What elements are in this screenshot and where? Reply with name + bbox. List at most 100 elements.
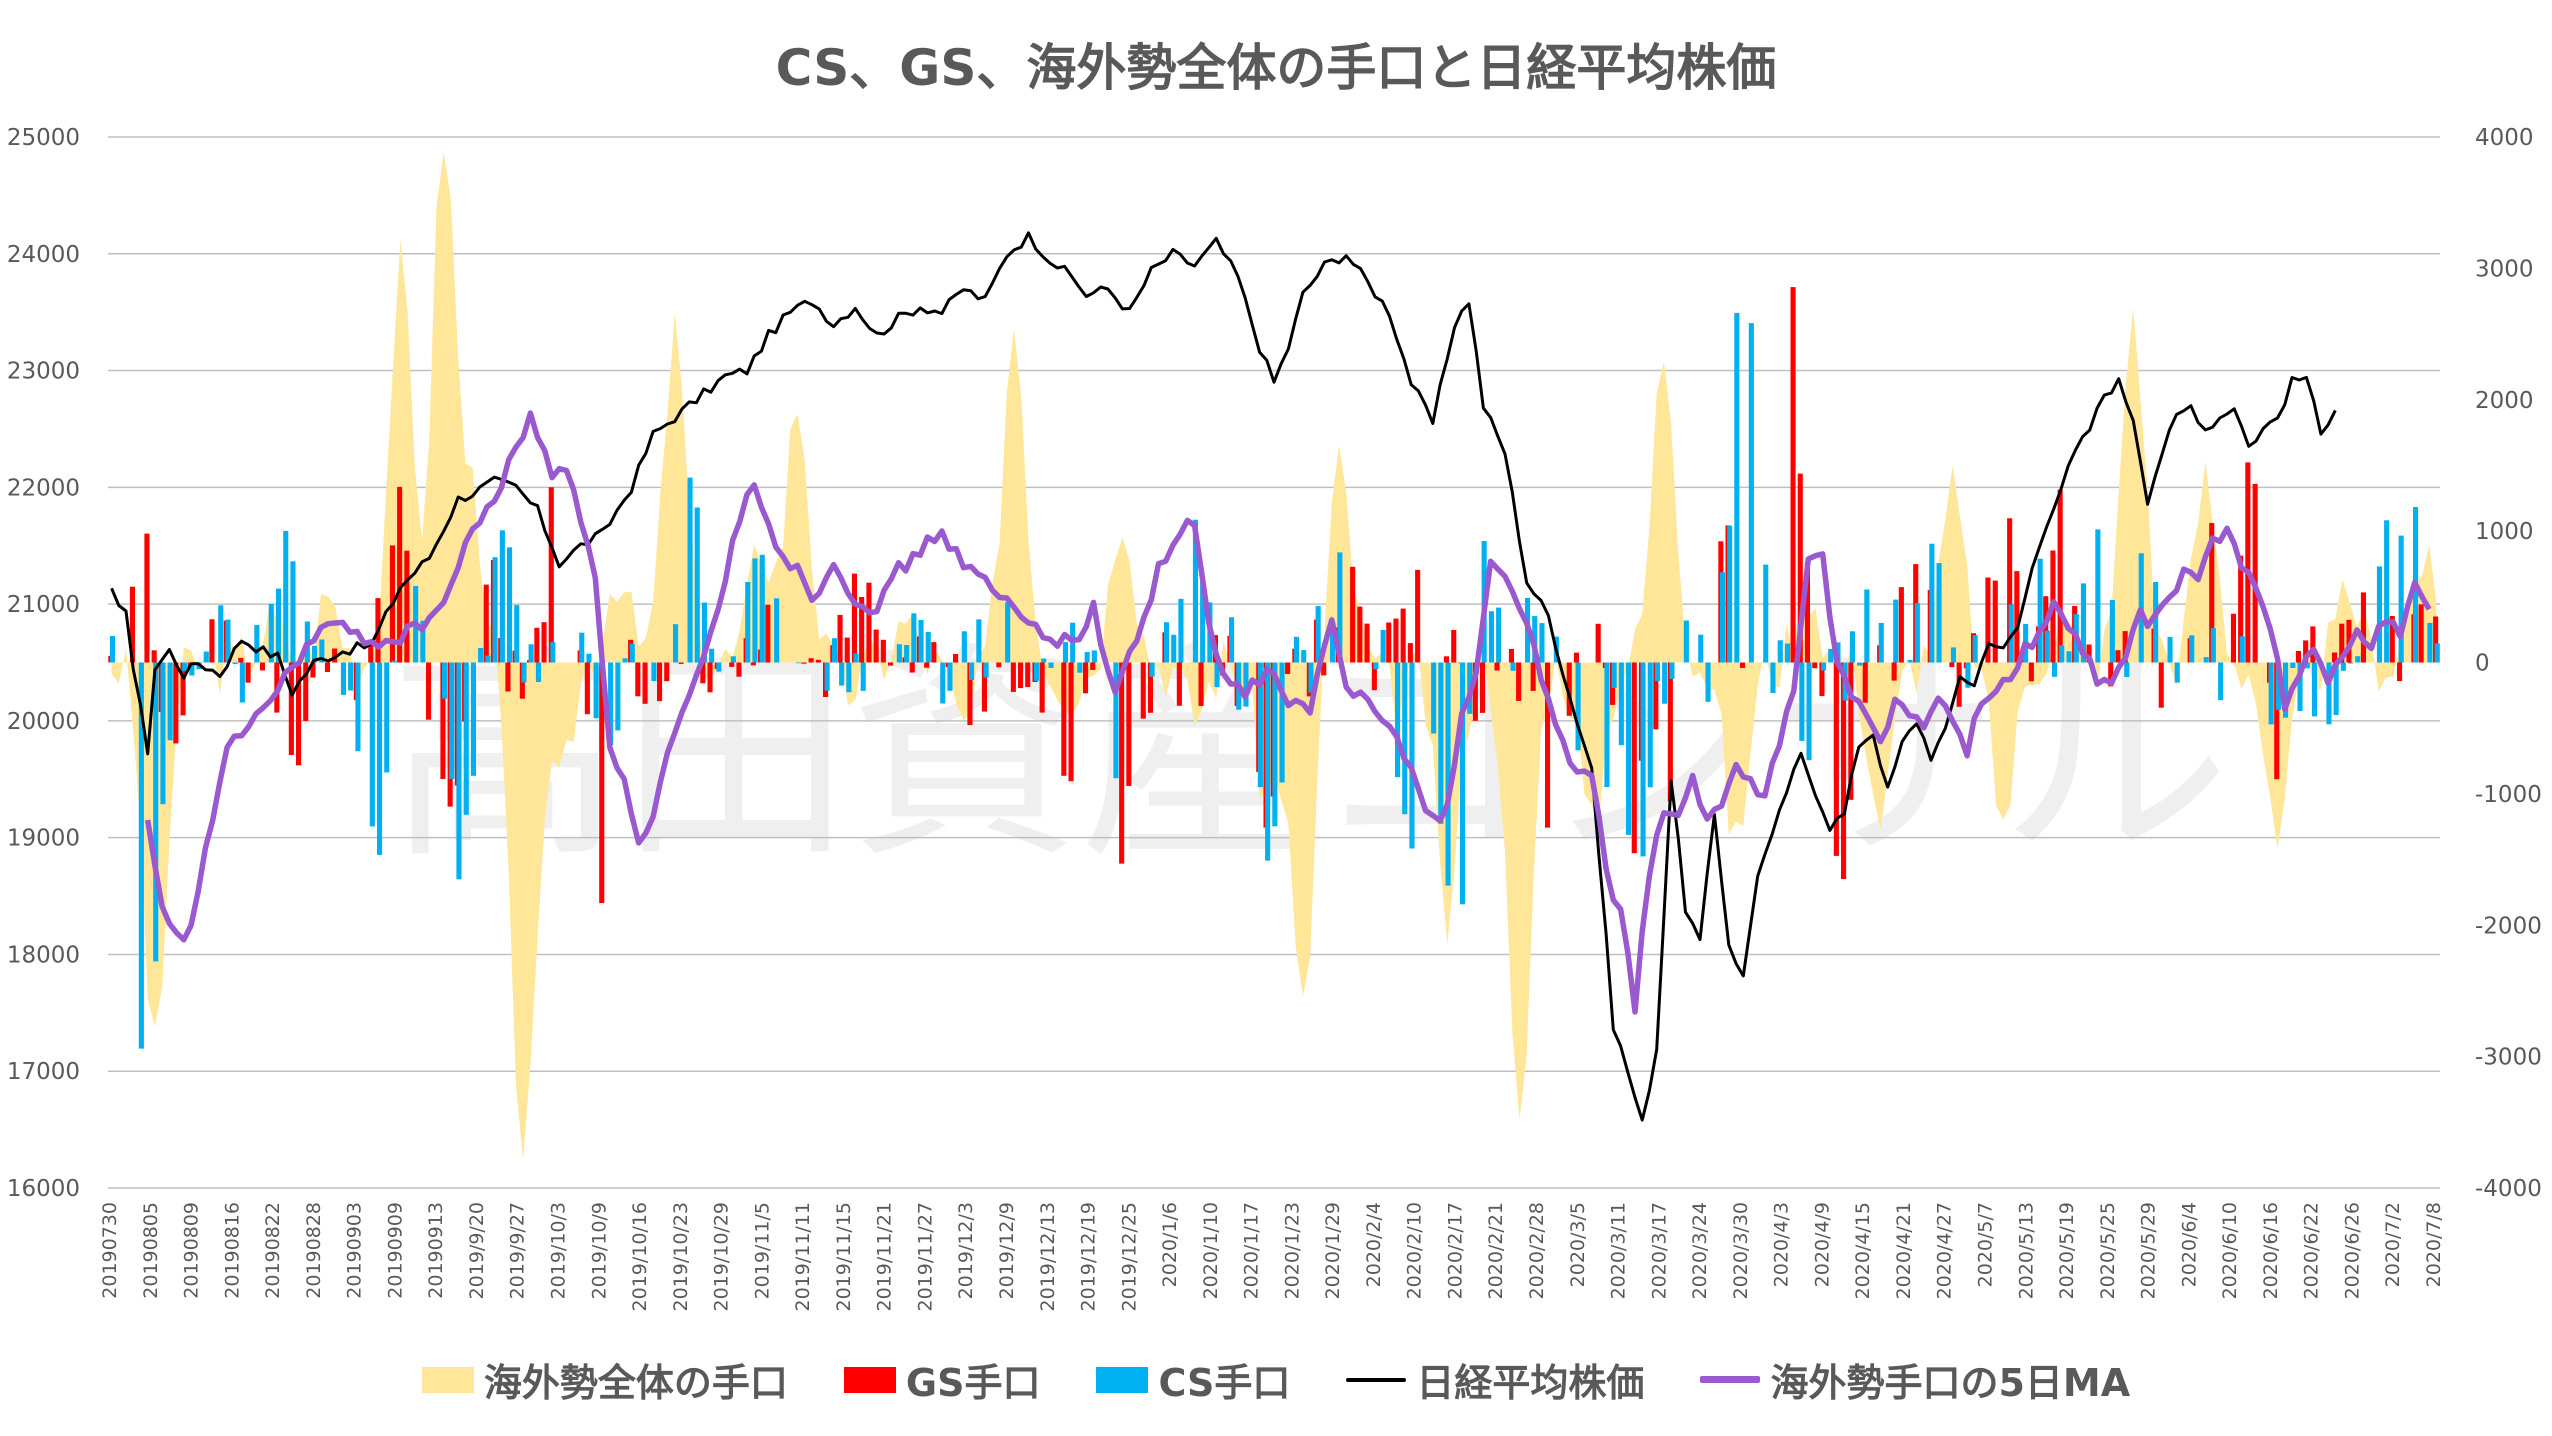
cs-bar bbox=[1293, 636, 1299, 663]
cs-bar bbox=[2348, 662, 2354, 664]
cs-bar bbox=[456, 662, 462, 880]
cs-bar bbox=[160, 662, 166, 805]
y-right-tick: -2000 bbox=[2475, 913, 2542, 939]
cs-bar bbox=[478, 647, 484, 663]
cs-bar bbox=[1604, 662, 1610, 787]
gs-bar bbox=[1443, 656, 1449, 663]
x-tick: 2020/4/3 bbox=[1771, 1202, 1793, 1287]
gs-bar bbox=[129, 586, 135, 663]
gs-bar bbox=[664, 662, 670, 682]
gs-bar bbox=[2086, 644, 2092, 663]
x-tick: 2020/2/21 bbox=[1485, 1202, 1507, 1299]
gs-bar bbox=[1862, 662, 1868, 703]
cs-bar bbox=[1828, 648, 1834, 663]
cs-bar bbox=[167, 662, 173, 741]
x-tick: 2019/10/9 bbox=[588, 1202, 610, 1299]
gs-bar bbox=[2209, 523, 2215, 663]
legend-label-overall: 海外勢全体の手口 bbox=[483, 1361, 788, 1405]
x-tick: 2020/2/10 bbox=[1404, 1202, 1426, 1299]
gs-bar bbox=[2238, 555, 2244, 663]
cs-bar bbox=[1849, 631, 1855, 663]
cs-bar bbox=[1077, 662, 1083, 673]
legend-label-ma: 海外勢手口の5日MA bbox=[1770, 1361, 2131, 1405]
gs-bar bbox=[296, 662, 302, 766]
gs-bar bbox=[548, 487, 554, 663]
gs-bar bbox=[1039, 662, 1045, 713]
gs-bar bbox=[1891, 662, 1897, 681]
cs-bar bbox=[1799, 662, 1805, 741]
gs-bar bbox=[1090, 662, 1096, 670]
y-right-tick: -3000 bbox=[2475, 1045, 2542, 1071]
cs-bar bbox=[1647, 662, 1653, 788]
cs-bar bbox=[1907, 659, 1913, 663]
cs-bar bbox=[1048, 662, 1054, 668]
cs-bar bbox=[651, 662, 657, 682]
gs-bar bbox=[2122, 631, 2128, 663]
cs-bar bbox=[615, 662, 621, 731]
x-tick: 2019/11/27 bbox=[914, 1202, 936, 1312]
x-tick: 2019/12/13 bbox=[1037, 1202, 1059, 1312]
gs-bar bbox=[505, 662, 511, 692]
gs-bar bbox=[2230, 613, 2236, 663]
gs-bar bbox=[324, 662, 330, 672]
x-tick: 2020/5/29 bbox=[2138, 1202, 2160, 1299]
cs-bar bbox=[2167, 636, 2173, 663]
cs-bar bbox=[853, 653, 859, 663]
cs-bar bbox=[1113, 662, 1119, 779]
cs-bar bbox=[1164, 622, 1170, 663]
gs-bar bbox=[1083, 662, 1089, 694]
gs-bar bbox=[1573, 652, 1579, 663]
gs-bar bbox=[2108, 662, 2114, 687]
gs-bar bbox=[801, 662, 807, 664]
gs-bar bbox=[1061, 662, 1067, 776]
cs-bar bbox=[1265, 662, 1271, 861]
cs-bar bbox=[283, 530, 289, 663]
gs-bar bbox=[750, 662, 756, 666]
cs-bar bbox=[2109, 600, 2115, 663]
cs-bar bbox=[1395, 662, 1401, 778]
cs-bar bbox=[1734, 312, 1740, 663]
gs-bar bbox=[2007, 518, 2013, 663]
cs-bar bbox=[2174, 662, 2180, 683]
x-tick: 2020/3/30 bbox=[1730, 1202, 1752, 1299]
gs-bar bbox=[1068, 662, 1074, 782]
cs-bar bbox=[2434, 643, 2440, 663]
gs-bar bbox=[1480, 662, 1486, 713]
gs-bar bbox=[2014, 571, 2020, 663]
cs-bar bbox=[268, 603, 274, 663]
cs-bar bbox=[384, 662, 390, 773]
x-tick: 20190822 bbox=[262, 1202, 284, 1299]
cs-bar bbox=[1936, 563, 1942, 663]
gs-bar bbox=[245, 662, 251, 683]
cs-bar bbox=[1770, 662, 1776, 693]
gs-bar bbox=[1740, 662, 1746, 668]
gs-bar bbox=[1797, 473, 1803, 663]
gs-bar bbox=[1841, 662, 1847, 879]
cs-bar bbox=[2340, 662, 2346, 671]
cs-bar bbox=[1438, 662, 1444, 824]
cs-bar bbox=[1821, 662, 1827, 671]
cs-bar bbox=[961, 631, 967, 663]
cs-bar bbox=[1337, 552, 1343, 663]
cs-bar bbox=[2210, 628, 2216, 663]
x-tick: 2020/6/26 bbox=[2341, 1202, 2363, 1299]
cs-bar bbox=[2124, 662, 2130, 677]
gs-bar bbox=[1833, 662, 1839, 856]
cs-bar bbox=[716, 662, 722, 672]
cs-bar bbox=[904, 645, 910, 663]
cs-bar bbox=[1192, 519, 1198, 663]
cs-bar bbox=[499, 530, 505, 663]
cs-bar bbox=[1705, 662, 1711, 702]
cs-bar bbox=[514, 605, 520, 663]
cs-bar bbox=[442, 662, 448, 699]
gs-bar bbox=[1898, 587, 1904, 663]
gs-bar bbox=[642, 662, 648, 704]
x-tick: 2020/4/15 bbox=[1852, 1202, 1874, 1299]
axis-labels: 1600017000180001900020000210002200023000… bbox=[7, 125, 2542, 1312]
gs-bar bbox=[332, 648, 338, 663]
gs-bar bbox=[1494, 662, 1500, 671]
cs-bar bbox=[1380, 629, 1386, 663]
cs-bar bbox=[2268, 662, 2274, 725]
gs-bar bbox=[483, 584, 489, 663]
cs-bar bbox=[1662, 662, 1668, 704]
